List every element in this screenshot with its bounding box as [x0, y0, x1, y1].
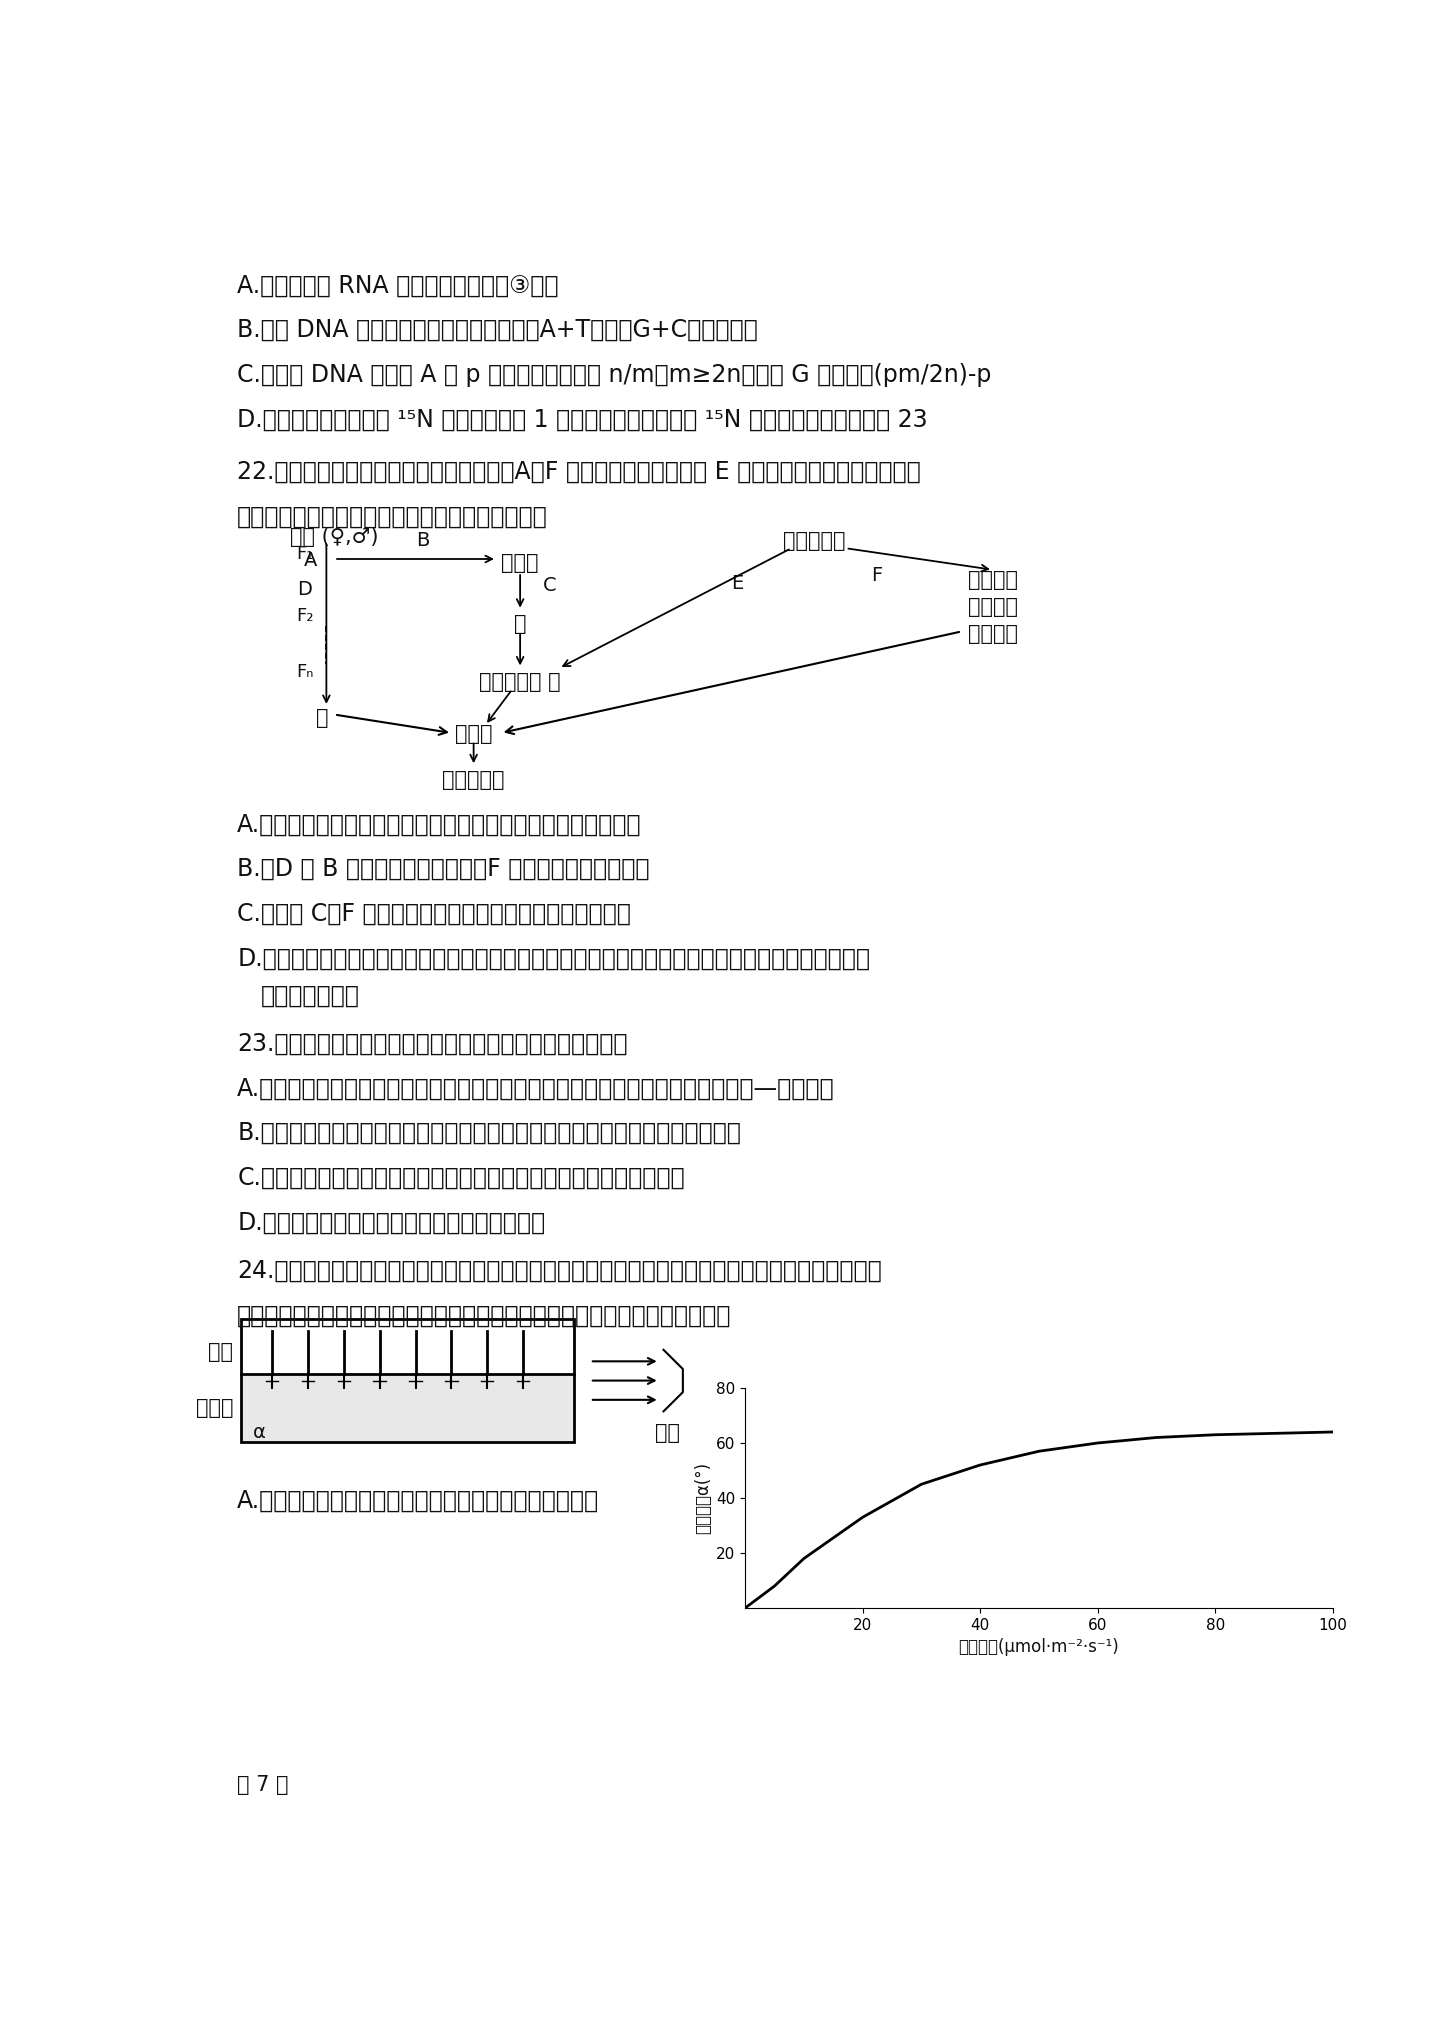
- Text: 23.　下列关于动物生命活动调节的叙述，正确的是（　　）: 23. 下列关于动物生命活动调节的叙述，正确的是（ ）: [238, 1033, 628, 1055]
- Text: D.　杂交育种过程如需获得显性纯合子需经历较长的纯化过程，单倍体育种由配子直接加倍获得纯合: D. 杂交育种过程如需获得显性纯合子需经历较长的纯化过程，单倍体育种由配子直接加…: [238, 946, 870, 970]
- Text: 22.　如图是某植物的多种育种方法途径，A～F 是育种处理手段（其中 E 是射线处理），甲、乙、丙分: 22. 如图是某植物的多种育种方法途径，A～F 是育种处理手段（其中 E 是射线…: [238, 459, 921, 483]
- Text: C.　神经递质与突触后膜上的受体结合，也可能不导致膜电位发生变化: C. 神经递质与突触后膜上的受体结合，也可能不导致膜电位发生变化: [238, 1166, 685, 1190]
- Text: C: C: [543, 576, 557, 594]
- Text: 长成的植株 乙: 长成的植株 乙: [479, 673, 560, 691]
- Text: 别代表不同植株。分析以下说法错误的是（　　）: 别代表不同植株。分析以下说法错误的是（ ）: [238, 505, 547, 527]
- Y-axis label: 弯曲角度α(°): 弯曲角度α(°): [694, 1461, 712, 1534]
- Text: B.　D 和 B 过程可发生基因重组，F 过程发生了染色体变异: B. D 和 B 过程可发生基因重组，F 过程发生了染色体变异: [238, 857, 649, 881]
- Bar: [242, 1376, 573, 1441]
- Text: 单倍体: 单倍体: [502, 554, 539, 572]
- Text: C.　图中 C、F 过程都可用秋水仙素处理萸发的种子或幼苗: C. 图中 C、F 过程都可用秋水仙素处理萸发的种子或幼苗: [238, 901, 631, 926]
- Text: E: E: [731, 574, 744, 592]
- Text: D: D: [297, 580, 312, 598]
- X-axis label: 光照强度(μmol·m⁻²·s⁻¹): 光照强度(μmol·m⁻²·s⁻¹): [959, 1639, 1119, 1657]
- Text: 光源: 光源: [655, 1423, 679, 1443]
- Text: 新品种推广: 新品种推广: [443, 770, 504, 790]
- Text: 种子或幼苗: 种子或幼苗: [784, 532, 845, 552]
- Text: 系的实验装置和实验结果。结合所学知识分析，下列有关说法错误的是（　　）: 系的实验装置和实验结果。结合所学知识分析，下列有关说法错误的是（ ）: [238, 1304, 732, 1328]
- Text: 亲本 (♀,♂): 亲本 (♀,♂): [289, 527, 378, 548]
- Text: 24.　根部的生长素在单侧光照射下会向背光一侧运输，下图为研究单侧光的光照强度与根弯曲角度关: 24. 根部的生长素在单侧光照射下会向背光一侧运输，下图为研究单侧光的光照强度与…: [238, 1259, 881, 1283]
- Text: 幼苗: 幼苗: [208, 1342, 234, 1362]
- Text: A: A: [304, 550, 318, 570]
- Text: 染色体组: 染色体组: [967, 570, 1017, 590]
- Text: A.　解旋酶和 RNA 聚合酶都只作用于③部位: A. 解旋酶和 RNA 聚合酶都只作用于③部位: [238, 273, 559, 297]
- Text: 培养液: 培养液: [196, 1397, 234, 1417]
- Text: A.　紧急情况下，肆上腺髓质在内脏神经的直接支配下分泌肆上腺素过程属于神经—体液调节: A. 紧急情况下，肆上腺髓质在内脏神经的直接支配下分泌肆上腺素过程属于神经—体液…: [238, 1077, 835, 1099]
- Text: B.　该 DNA 的特异性表现在碱基种类和（A+T）／（G+C）的比例上: B. 该 DNA 的特异性表现在碱基种类和（A+T）／（G+C）的比例上: [238, 317, 758, 342]
- Text: A.　该实验可以验证生长素对根部的生理作用具有两重性: A. 该实验可以验证生长素对根部的生理作用具有两重性: [238, 1487, 599, 1512]
- Text: F: F: [871, 566, 883, 584]
- Text: B: B: [417, 532, 430, 550]
- Text: B.　食物过咏时，垂体细胞会选择性表达抗利尿激素基因并将产物释放到体液中: B. 食物过咏时，垂体细胞会选择性表达抗利尿激素基因并将产物释放到体液中: [238, 1122, 741, 1146]
- Text: F₁: F₁: [297, 546, 314, 564]
- Text: α: α: [252, 1423, 265, 1441]
- Text: 丙: 丙: [514, 614, 526, 635]
- Text: C.　若该 DNA 分子中 A 为 p 个，占全部碱基的 n/m（m≥2n），则 G 的个数为(pm/2n)-p: C. 若该 DNA 分子中 A 为 p 个，占全部碱基的 n/m（m≥2n），则…: [238, 362, 992, 386]
- Text: 新品种: 新品种: [454, 724, 493, 744]
- Text: 子或幼苗: 子或幼苗: [967, 624, 1017, 643]
- Text: Fₙ: Fₙ: [297, 663, 314, 681]
- Text: D.　激素、载体、酶、神经递质都可以重复利用: D. 激素、载体、酶、神经递质都可以重复利用: [238, 1211, 546, 1235]
- Text: A.　植株甲和植株丙是纯系植株，乙是具有新基因的种子或幼苗: A. 植株甲和植株丙是纯系植株，乙是具有新基因的种子或幼苗: [238, 812, 642, 837]
- Text: F₂: F₂: [297, 606, 314, 624]
- Text: 加倍的种: 加倍的种: [967, 596, 1017, 616]
- Text: 子，育种年限短: 子，育种年限短: [261, 984, 360, 1006]
- Text: 甲: 甲: [317, 709, 328, 728]
- Text: 共 7 页: 共 7 页: [238, 1774, 289, 1795]
- Text: D.　该精原细胞在不含 ¹⁵N 的环境中分裂 1 次，形成的子细胞中被 ¹⁵N 标记的染色体数一定为 23: D. 该精原细胞在不含 ¹⁵N 的环境中分裂 1 次，形成的子细胞中被 ¹⁵N …: [238, 408, 929, 430]
